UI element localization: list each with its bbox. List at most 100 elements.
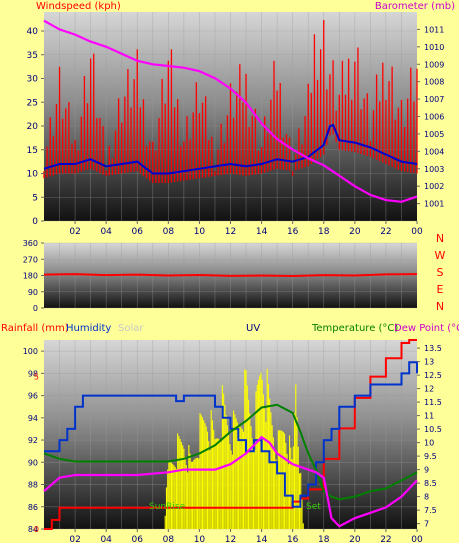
direction-series: [43, 273, 418, 278]
direction-y-tick-label: 90: [28, 288, 38, 297]
temperature-title: Temperature (°C): [311, 323, 398, 334]
temp-y-ticks: 7 7.5 8 8.5 9 9.5 10 10.5 11 11.5 12 12.5 13 13.5: [417, 344, 442, 529]
temp-x-tick-label: 18: [318, 535, 330, 543]
temp-x-tick-label: 06: [132, 535, 144, 543]
baro-y-tick-label: 1004: [424, 147, 444, 156]
temp-series: [43, 339, 418, 530]
temp-y-tick-label: 13: [424, 358, 434, 367]
wind-y-ticks: 0 5 10 15 20 25 30 35 40: [27, 27, 44, 227]
humidity-y-tick-label: 98: [28, 369, 38, 378]
direction-y-tick-label: 270: [23, 255, 38, 264]
temp-x-tick-label: 12: [225, 535, 236, 543]
humidity-y-tick-label: 96: [28, 392, 38, 401]
wind-y-tick-label: 25: [27, 98, 38, 108]
wind-y-tick-label: 30: [27, 75, 39, 85]
wind-x-tick-label: 18: [318, 227, 330, 237]
baro-y-tick-label: 1009: [424, 60, 444, 69]
wind-series: [43, 19, 418, 203]
dewpoint-title: Dew Point (°C): [394, 323, 459, 334]
wind-x-tick-label: 06: [132, 227, 144, 237]
sunset-label: Set: [306, 502, 321, 512]
wind-x-tick-label: 00: [411, 227, 423, 237]
baro-y-tick-label: 1011: [424, 25, 444, 34]
temp-x-tick-label: 22: [380, 535, 391, 543]
wind-x-tick-label: 10: [194, 227, 206, 237]
temp-x-ticks: 02 04 06 08 10 12 14 16 18 20 22 00: [69, 529, 423, 543]
wind-y-tick-label: 20: [27, 122, 39, 132]
wind-y-tick-label: 10: [27, 170, 39, 180]
direction-line: [43, 273, 418, 278]
baro-y-tick-label: 1005: [424, 130, 444, 139]
wind-y-tick-label: 35: [27, 51, 38, 61]
baro-y-tick-label: 1008: [424, 78, 444, 87]
direction-y-tick-label: 0: [33, 304, 38, 313]
compass-label: S: [437, 266, 444, 279]
rain-y-tick-label: 0: [34, 525, 39, 534]
temp-y-tick-label: 8: [424, 493, 429, 502]
temp-x-tick-label: 20: [349, 535, 361, 543]
temp-x-tick-label: 08: [163, 535, 175, 543]
humidity-y-tick-label: 92: [28, 436, 38, 445]
humidity-y-tick-label: 100: [23, 347, 38, 356]
temp-y-tick-label: 10: [424, 439, 434, 448]
temp-x-tick-label: 00: [411, 535, 423, 543]
temp-x-tick-label: 16: [287, 535, 299, 543]
temp-y-tick-label: 11.5: [424, 398, 442, 407]
humidity-y-tick-label: 90: [28, 458, 38, 467]
rain-y-ticks: 05: [34, 373, 39, 534]
compass-label: N: [436, 232, 444, 245]
baro-y-tick-label: 1001: [424, 200, 444, 209]
wind-y-tick-label: 5: [32, 193, 38, 203]
temp-y-tick-label: 12.5: [424, 371, 442, 380]
wind-x-tick-label: 14: [256, 227, 268, 237]
baro-y-ticks: 1001 1002 1003 1004 1005 1006 1007 1008 1009 1010…: [417, 25, 444, 209]
wind-x-tick-label: 08: [163, 227, 175, 237]
humidity-y-ticks: 84 86 88 90 92 94 96 98 100: [23, 347, 44, 534]
wind-x-tick-label: 16: [287, 227, 299, 237]
temp-x-tick-label: 02: [69, 535, 80, 543]
wind-x-tick-label: 22: [380, 227, 391, 237]
temp-y-tick-label: 9: [424, 466, 429, 475]
wind-x-tick-label: 12: [225, 227, 236, 237]
wind-x-ticks: 02 04 06 08 10 12 14 16 18 20 22 00: [69, 221, 423, 237]
temp-x-tick-label: 04: [100, 535, 112, 543]
temp-y-tick-label: 9.5: [424, 452, 437, 461]
compass-label: W: [435, 249, 446, 262]
wind-y-tick-label: 0: [32, 217, 38, 227]
rain-y-tick-label: 5: [34, 373, 39, 382]
wind-x-tick-label: 20: [349, 227, 361, 237]
rainfall-title: Rainfall (mm): [1, 323, 69, 334]
temp-y-tick-label: 8.5: [424, 479, 437, 488]
humidity-y-tick-label: 88: [28, 481, 38, 490]
direction-y-tick-label: 180: [23, 272, 38, 281]
compass-label: E: [437, 283, 444, 296]
temp-x-tick-label: 14: [256, 535, 268, 543]
temp-y-tick-label: 12: [424, 385, 434, 394]
wind-x-tick-label: 04: [100, 227, 112, 237]
baro-axis-title: Barometer (mb): [375, 1, 455, 12]
baro-y-tick-label: 1003: [424, 165, 444, 174]
temp-y-tick-label: 13.5: [424, 344, 442, 353]
direction-y-tick-label: 360: [23, 239, 38, 248]
wind-x-tick-label: 02: [69, 227, 80, 237]
humidity-y-tick-label: 94: [28, 414, 38, 423]
baro-y-tick-label: 1007: [424, 95, 444, 104]
direction-y-ticks: 0 90 180 270 360: [23, 239, 44, 313]
solar-title: Solar: [118, 323, 144, 334]
sunrise-label: SunRise: [149, 502, 186, 512]
baro-y-tick-label: 1002: [424, 182, 444, 191]
avg-wind-line: [43, 123, 418, 175]
temp-y-tick-label: 10.5: [424, 425, 442, 434]
temperature-line: [43, 403, 418, 501]
temp-y-tick-label: 11: [424, 412, 434, 421]
temp-y-tick-label: 7.5: [424, 506, 437, 515]
uv-title: UV: [246, 323, 260, 334]
dewpoint-line: [43, 435, 418, 528]
wind-y-tick-label: 40: [27, 27, 39, 37]
